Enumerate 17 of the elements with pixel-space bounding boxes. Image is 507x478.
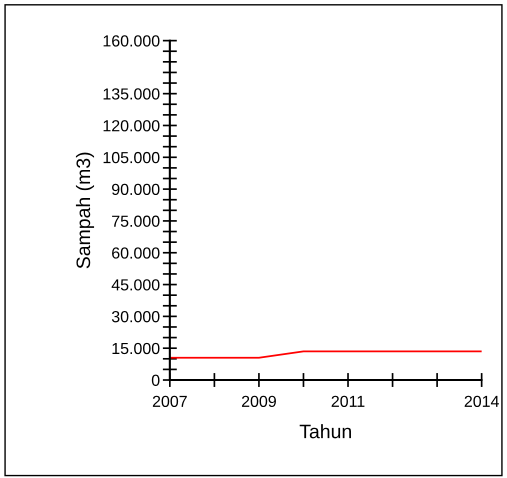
y-tick-label: 160.000 xyxy=(104,35,160,47)
x-tick-label: 2014 xyxy=(464,396,499,408)
y-tick-label: 30.000 xyxy=(112,311,160,322)
x-tick-label: 2009 xyxy=(242,396,276,408)
x-tick-label: 2011 xyxy=(332,396,364,408)
x-tick-label: 2007 xyxy=(152,396,187,408)
y-tick-label: 135.000 xyxy=(104,88,160,100)
y-tick-label: 90.000 xyxy=(112,184,160,196)
x-axis-title: Tahun xyxy=(300,424,351,438)
y-tick-label: 15.000 xyxy=(112,342,160,354)
y-tick-label: 120.000 xyxy=(104,120,160,132)
y-axis-title: Sampah (m3) xyxy=(76,152,94,268)
y-tick-label: 60.000 xyxy=(112,247,160,259)
y-tick-label: 0 xyxy=(152,374,160,386)
y-tick-label: 75.000 xyxy=(112,216,160,227)
y-tick-label: 45.000 xyxy=(112,279,160,291)
y-tick-label: 105.000 xyxy=(104,152,160,164)
